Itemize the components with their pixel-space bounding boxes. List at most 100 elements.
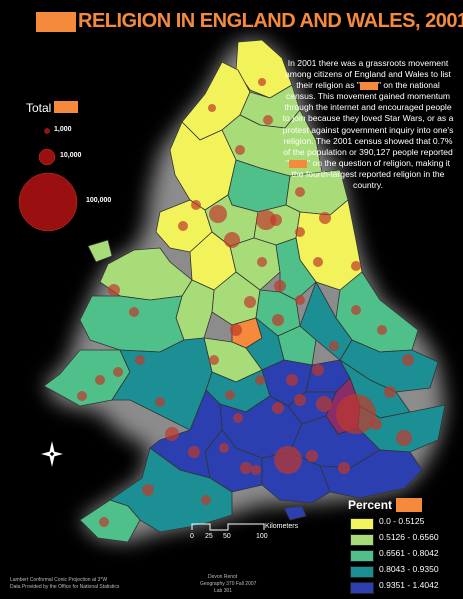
region-cornwall <box>79 499 141 543</box>
region-isle-of-wight <box>283 505 307 521</box>
legend-label: 0.0 - 0.5125 <box>379 516 425 526</box>
percent-legend-row: 0.8043 - 0.9350 <box>350 564 450 578</box>
proportional-symbol <box>370 418 382 430</box>
proportional-symbol <box>319 212 331 224</box>
proportional-symbol <box>129 307 139 317</box>
narrative-text: In 2001 there was a grassroots movement … <box>282 58 454 191</box>
proportional-symbol <box>316 396 332 412</box>
proportional-symbol <box>224 232 240 248</box>
proportional-symbol <box>77 391 87 401</box>
proportional-symbol <box>294 394 306 406</box>
region-anglesey <box>87 239 113 263</box>
proportional-symbol <box>295 295 305 305</box>
narrative-redaction-1 <box>359 81 378 90</box>
legend-swatch <box>350 566 374 578</box>
page-title: RELIGION IN ENGLAND AND WALES, 2001 <box>78 10 463 32</box>
legend-swatch <box>350 582 374 594</box>
proportional-symbol <box>251 465 261 475</box>
proportional-symbol <box>274 446 302 474</box>
proportional-symbol <box>108 284 120 296</box>
proportional-symbol <box>351 261 361 271</box>
proportional-symbol <box>257 257 267 267</box>
percent-legend-title: Percent <box>348 498 393 512</box>
proportional-symbol <box>209 205 227 223</box>
proportional-symbol <box>270 214 282 226</box>
proportional-symbol <box>274 280 286 292</box>
narrative-part-3: " on the question of religion, making it… <box>291 157 451 191</box>
size-legend-label-1000: 1,000 <box>54 126 72 133</box>
proportional-symbol <box>188 446 200 458</box>
percent-legend-row: 0.6561 - 0.8042 <box>350 548 450 562</box>
size-legend-title: Total <box>26 101 52 115</box>
region-sussex <box>319 449 423 499</box>
proportional-symbol <box>272 402 284 414</box>
scale-tick-25: 25 <box>205 533 213 540</box>
proportional-symbol <box>99 517 109 527</box>
legend-label: 0.6561 - 0.8042 <box>379 548 439 558</box>
size-legend-symbols <box>18 128 78 232</box>
proportional-symbol <box>295 187 305 197</box>
proportional-symbol <box>272 314 284 326</box>
percent-legend-row: 0.0 - 0.5125 <box>350 516 450 530</box>
proportional-symbol <box>178 221 188 231</box>
proportional-symbol <box>233 413 243 423</box>
size-legend-label-100000: 100,000 <box>86 197 112 204</box>
proportional-symbol <box>191 200 201 210</box>
proportional-symbol <box>263 115 273 125</box>
narrative-part-1: In 2001 there was a grassroots movement … <box>285 58 451 91</box>
proportional-symbol <box>155 397 165 407</box>
proportional-symbol <box>244 296 256 308</box>
percent-legend-row: 0.5126 - 0.6560 <box>350 532 450 546</box>
proportional-symbol <box>313 257 323 267</box>
legend-swatch <box>350 518 374 530</box>
proportional-symbol <box>219 443 229 453</box>
proportional-symbol <box>384 386 396 398</box>
proportional-symbol <box>336 394 376 434</box>
proportional-symbol <box>135 355 145 365</box>
proportional-symbol <box>329 341 339 351</box>
title-redaction <box>36 11 76 32</box>
size-legend-circle-large <box>18 172 78 232</box>
legend-label: 0.8043 - 0.9350 <box>379 564 439 574</box>
footer-projection: Lambert Conformal Conic Projection at 3°… <box>10 577 108 583</box>
proportional-symbols <box>77 78 414 527</box>
size-legend-redaction <box>54 101 78 113</box>
region-nottinghamshire <box>275 237 317 301</box>
narrative-redaction-2 <box>289 159 308 168</box>
proportional-symbol <box>209 355 219 365</box>
size-legend-circle-small <box>44 128 50 134</box>
legend-swatch <box>350 550 374 562</box>
narrative-part-2: " on the national census. This movement … <box>282 80 454 168</box>
size-legend-label-10000: 10,000 <box>60 152 82 159</box>
footer-course: Geography 370 Fall 2007 <box>200 581 257 587</box>
scale-bar <box>191 523 265 531</box>
legend-swatch <box>350 534 374 546</box>
proportional-symbol <box>142 484 154 496</box>
proportional-symbol <box>95 375 105 385</box>
proportional-symbol <box>201 495 211 505</box>
proportional-symbol <box>286 374 298 386</box>
proportional-symbol <box>396 430 412 446</box>
proportional-symbol <box>338 462 350 474</box>
proportional-symbol <box>295 227 305 237</box>
size-legend-circle-medium <box>38 148 56 166</box>
proportional-symbol <box>240 462 252 474</box>
proportional-symbol <box>225 390 235 400</box>
proportional-symbol <box>306 450 318 462</box>
legend-label: 0.5126 - 0.6560 <box>379 532 439 542</box>
footer-source: Data Provided by the Office for National… <box>10 584 120 590</box>
proportional-symbol <box>235 145 245 155</box>
scale-tick-100: 100 <box>256 533 268 540</box>
proportional-symbol <box>208 104 216 112</box>
footer-author: Devon Renot <box>208 574 238 580</box>
proportional-symbol <box>165 427 179 441</box>
legend-label: 0.9351 - 1.4042 <box>379 580 439 590</box>
region-northamptonshire <box>277 325 317 366</box>
proportional-symbol <box>230 324 242 336</box>
percent-legend-redaction <box>396 498 422 512</box>
scale-tick-0: 0 <box>190 533 194 540</box>
proportional-symbol <box>258 78 266 86</box>
percent-legend-row: 0.9351 - 1.4042 <box>350 580 450 594</box>
north-arrow-icon <box>41 441 63 467</box>
